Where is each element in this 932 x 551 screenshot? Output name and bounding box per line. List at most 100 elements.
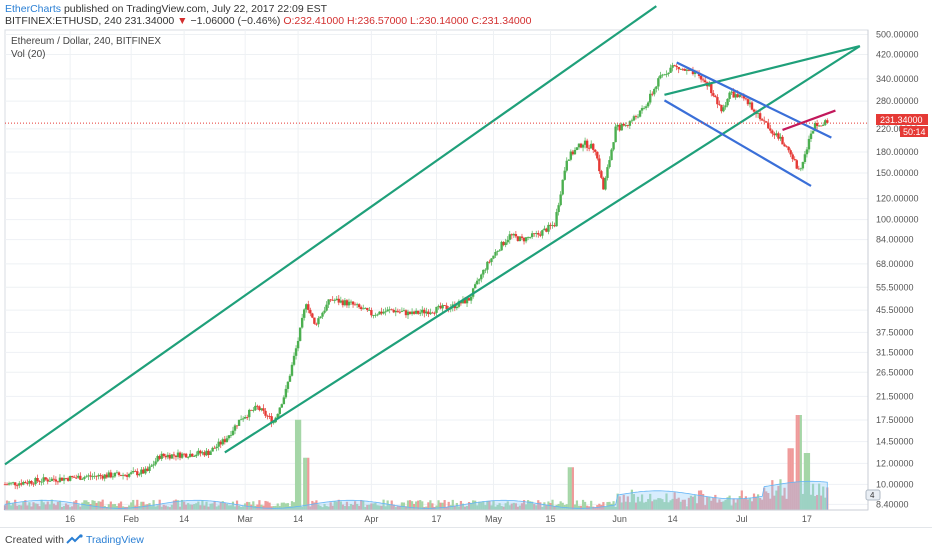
candle-body bbox=[223, 439, 227, 443]
volume-bar bbox=[20, 505, 23, 510]
volume-bar bbox=[280, 502, 283, 510]
candle-body bbox=[68, 475, 72, 481]
candle-body bbox=[516, 236, 520, 242]
volume-bar bbox=[311, 500, 314, 510]
volume-bar bbox=[791, 448, 794, 510]
volume-bar bbox=[219, 501, 222, 510]
trendline-upper-channel[interactable] bbox=[4, 5, 657, 466]
tradingview-logo-icon bbox=[66, 534, 83, 544]
candle-body bbox=[331, 299, 334, 301]
volume-bar bbox=[451, 499, 454, 510]
candle-body bbox=[622, 123, 625, 126]
volume-bar bbox=[284, 503, 287, 510]
candle-body bbox=[140, 469, 143, 475]
last-price-badge: 231.34000 50:14 bbox=[876, 114, 928, 137]
candle-body bbox=[644, 106, 648, 108]
volume-bar bbox=[699, 490, 703, 510]
candle-body bbox=[168, 454, 172, 459]
candle-body bbox=[410, 311, 414, 315]
candle-body bbox=[748, 102, 752, 105]
grid-lines bbox=[4, 29, 869, 511]
candle-body bbox=[79, 475, 82, 480]
trendline-channel-mid[interactable] bbox=[664, 45, 861, 96]
volume-bar bbox=[732, 498, 735, 510]
candle-body bbox=[178, 452, 182, 458]
volume-bar bbox=[282, 502, 285, 510]
candle-body bbox=[221, 439, 224, 445]
volume-bar bbox=[553, 506, 556, 510]
volume-bar bbox=[484, 505, 487, 510]
volume-bar bbox=[685, 506, 688, 510]
last-value: 231.34000 bbox=[124, 15, 175, 27]
candle-body bbox=[101, 475, 104, 479]
candle-body bbox=[779, 136, 782, 139]
volume-bar bbox=[781, 495, 784, 510]
x-tick-label: 14 bbox=[668, 514, 678, 524]
candle-body bbox=[309, 309, 312, 314]
candle-body bbox=[685, 69, 689, 71]
volume-bar bbox=[331, 505, 334, 510]
candle-body bbox=[469, 296, 473, 301]
candle-body bbox=[343, 300, 347, 306]
candle-body bbox=[394, 310, 397, 313]
candle-body bbox=[323, 310, 326, 313]
volume-bar bbox=[187, 503, 190, 510]
candle-body bbox=[579, 143, 583, 148]
y-tick-label: 84.00000 bbox=[876, 235, 914, 245]
candle-body bbox=[319, 316, 322, 319]
volume-bar bbox=[594, 507, 597, 510]
volume-bar bbox=[404, 506, 408, 510]
candle-body bbox=[134, 471, 137, 472]
candle-body bbox=[180, 453, 184, 458]
volume-bar bbox=[52, 503, 55, 510]
candle-body bbox=[541, 230, 544, 236]
tradingview-link[interactable]: TradingView bbox=[86, 534, 144, 546]
candle-body bbox=[746, 99, 750, 105]
volume-bar bbox=[227, 505, 230, 510]
scale-toggle-icon[interactable]: 4 bbox=[865, 489, 881, 501]
volume-bar bbox=[508, 505, 511, 510]
candle-body bbox=[333, 300, 336, 301]
candle-body bbox=[502, 241, 505, 246]
price-chart[interactable]: 500.00000 420.00000 340.00000 280.00000 220.… bbox=[0, 0, 932, 527]
trendline-pink[interactable] bbox=[782, 109, 836, 131]
volume-bar bbox=[437, 500, 440, 510]
volume-bar bbox=[237, 505, 241, 510]
volume-bar bbox=[771, 480, 774, 510]
author-link[interactable]: EtherCharts bbox=[5, 3, 62, 15]
volume-bar bbox=[496, 505, 499, 510]
volume-bar bbox=[144, 504, 147, 510]
volume-bar bbox=[653, 499, 656, 510]
candle-body bbox=[815, 122, 819, 127]
trendline-falling-lower[interactable] bbox=[663, 99, 812, 187]
volume-bar bbox=[640, 494, 644, 510]
volume-bar bbox=[543, 502, 546, 510]
volume-bar bbox=[349, 503, 353, 510]
volume-bar bbox=[105, 506, 108, 510]
candles bbox=[3, 62, 829, 490]
volume-bar bbox=[533, 504, 536, 510]
candle-body bbox=[496, 251, 499, 252]
trendline-falling-upper[interactable] bbox=[676, 61, 832, 139]
volume-bar bbox=[268, 502, 271, 510]
volume-bar bbox=[136, 499, 139, 510]
volume-bar bbox=[71, 506, 74, 510]
candle-body bbox=[40, 481, 43, 483]
candle-body bbox=[750, 102, 754, 110]
trendlines[interactable] bbox=[4, 5, 861, 466]
volume-bar bbox=[138, 505, 141, 510]
candle-body bbox=[406, 311, 410, 316]
y-tick-label: 17.50000 bbox=[876, 415, 914, 425]
volume-bar bbox=[787, 448, 790, 510]
volume-bar bbox=[516, 506, 520, 510]
x-tick-label: Apr bbox=[364, 514, 378, 524]
trendline-lower-channel[interactable] bbox=[224, 45, 861, 454]
volume-bar bbox=[742, 498, 745, 510]
candle-body bbox=[822, 124, 825, 126]
candle-body bbox=[494, 251, 497, 256]
volume-bar bbox=[822, 486, 825, 510]
volume-bar bbox=[510, 503, 513, 510]
volume-bar bbox=[421, 501, 424, 510]
volume-bar bbox=[777, 485, 780, 510]
volume-bar bbox=[683, 499, 686, 510]
